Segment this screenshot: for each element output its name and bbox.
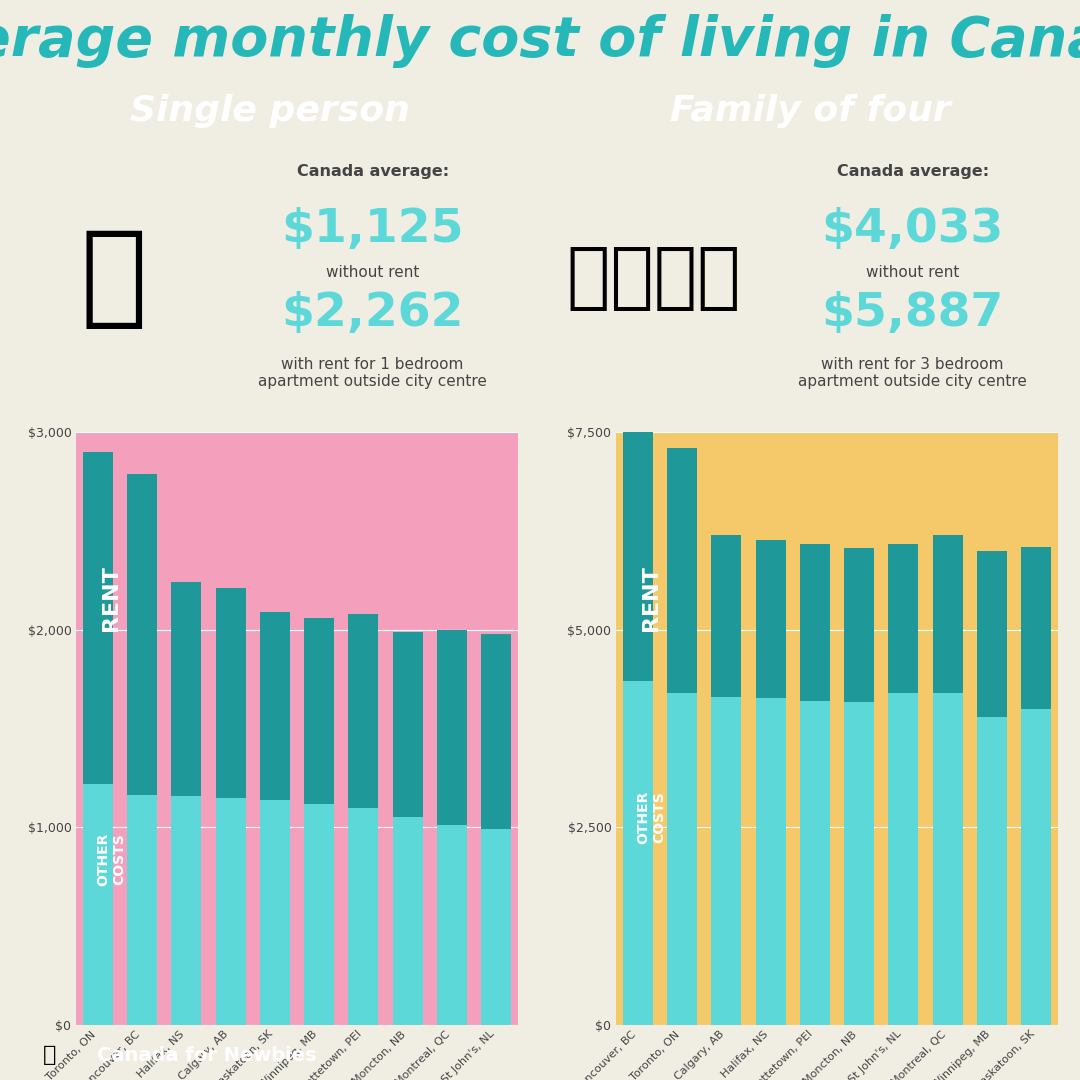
Bar xyxy=(216,798,245,1025)
Bar xyxy=(667,448,697,693)
Bar xyxy=(393,632,422,818)
Bar xyxy=(845,702,874,1025)
Text: $4,033: $4,033 xyxy=(822,207,1003,252)
Text: Canada for Newbies: Canada for Newbies xyxy=(97,1045,316,1065)
Bar xyxy=(977,717,1007,1025)
Bar xyxy=(1022,708,1051,1025)
Text: without rent: without rent xyxy=(866,266,959,281)
Text: Family of four: Family of four xyxy=(670,94,950,127)
Bar xyxy=(800,701,829,1025)
Bar xyxy=(623,681,652,1025)
Text: with rent for 1 bedroom
apartment outside city centre: with rent for 1 bedroom apartment outsid… xyxy=(258,356,487,389)
Text: 🍁: 🍁 xyxy=(43,1045,56,1065)
Text: OTHER
COSTS: OTHER COSTS xyxy=(636,791,666,845)
Bar xyxy=(437,630,467,825)
Bar xyxy=(172,582,201,796)
Text: 🧍: 🧍 xyxy=(80,225,147,332)
Bar xyxy=(977,551,1007,717)
Bar xyxy=(482,829,511,1025)
Bar xyxy=(889,544,918,693)
Bar xyxy=(933,693,962,1025)
Text: RENT: RENT xyxy=(642,565,661,631)
Bar xyxy=(349,613,378,808)
Bar xyxy=(393,818,422,1025)
Text: without rent: without rent xyxy=(326,266,419,281)
Bar xyxy=(756,540,785,699)
Bar xyxy=(437,825,467,1025)
Text: 👨‍👩‍👧‍👦: 👨‍👩‍👧‍👦 xyxy=(567,244,740,312)
Bar xyxy=(305,804,334,1025)
Bar xyxy=(127,795,157,1025)
Text: Single person: Single person xyxy=(130,94,410,127)
Text: RENT: RENT xyxy=(102,565,121,631)
Bar xyxy=(83,784,112,1025)
Bar xyxy=(667,693,697,1025)
Text: OTHER
COSTS: OTHER COSTS xyxy=(96,833,126,886)
Text: Canada average:: Canada average: xyxy=(297,164,448,179)
Bar xyxy=(933,535,962,693)
Text: $1,125: $1,125 xyxy=(282,207,463,252)
Bar xyxy=(712,697,741,1025)
Text: with rent for 3 bedroom
apartment outside city centre: with rent for 3 bedroom apartment outsid… xyxy=(798,356,1027,389)
Bar xyxy=(127,474,157,795)
Bar xyxy=(800,544,829,701)
Text: $5,887: $5,887 xyxy=(822,291,1003,336)
Bar xyxy=(83,451,112,784)
Bar xyxy=(756,699,785,1025)
Text: $2,262: $2,262 xyxy=(282,291,463,336)
Bar xyxy=(305,618,334,804)
Bar xyxy=(260,612,289,799)
Bar xyxy=(349,808,378,1025)
Bar xyxy=(260,799,289,1025)
Bar xyxy=(172,796,201,1025)
Text: Canada average:: Canada average: xyxy=(837,164,988,179)
Bar xyxy=(1022,546,1051,708)
Bar xyxy=(482,634,511,829)
Bar xyxy=(623,432,652,681)
Bar xyxy=(889,693,918,1025)
Bar xyxy=(216,589,245,798)
Text: Average monthly cost of living in Canada: Average monthly cost of living in Canada xyxy=(0,14,1080,68)
Bar xyxy=(712,535,741,697)
Bar xyxy=(845,549,874,702)
